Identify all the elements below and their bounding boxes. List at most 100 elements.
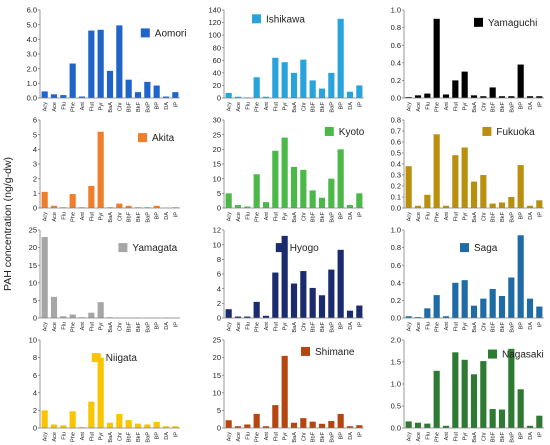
panel-niigata: 0 2 4 6 8 10 Acy Ace Flu Phe Ant Flut Pyr BaA Chr BbF Bk… [29,336,180,443]
y-tick-label: 1.0 [27,79,37,88]
bar-akita-pyr [97,131,104,208]
x-tick-label: BbF [311,321,317,332]
x-tick-label: BaA [292,102,298,113]
bar-fukuoka-bkf [498,202,506,208]
x-tick-label: Ace [236,322,242,332]
bar-niigata-da [162,426,170,428]
bar-niigata-phe [69,411,76,428]
x-tick-label: Flu [245,322,251,330]
y-tick-label: 60 [213,56,221,65]
bar-yamagata-ace [50,296,58,318]
x-tick-label: Flut [273,212,279,222]
x-tick-label: Phe [255,212,261,222]
x-tick-label: IP [537,322,543,328]
x-tick-label: Acy [227,432,233,442]
y-tick-label: 0 [33,314,37,323]
x-tick-label: BbF [127,321,133,332]
x-tick-label: Ace [416,432,422,442]
bar-ishikawa-phe [253,77,260,98]
x-tick-label: BaP [509,432,515,443]
bar-kyoto-flu [244,206,251,208]
x-tick-label: IP [537,432,543,438]
bar-ishikawa-ip [356,85,363,98]
bar-yamaguchi-bap [508,96,515,98]
bar-saga-flu [424,308,431,318]
y-tick-label: 0.2 [391,296,401,305]
x-tick-label: Chr [481,322,487,331]
x-tick-label: DA [528,212,534,220]
legend-label: Niigata [106,353,138,364]
bar-ishikawa-baa [290,72,298,98]
x-tick-label: BP [519,432,525,440]
legend-swatch [252,14,261,24]
x-tick-label: Flu [425,322,431,330]
bar-shimane-baa [290,422,298,428]
x-tick-label: Pyr [99,322,105,331]
x-tick-label: Flu [61,432,67,440]
bar-aomori-ip [172,92,179,98]
x-tick-label: Ant [80,322,86,331]
panel-ishikawa: 0 20 40 60 80 100 120 140 Acy Ace Flu Phe Ant Flut Pyr… [208,6,364,113]
x-tick-label: Ant [80,212,86,221]
x-tick-label: DA [528,432,534,440]
y-tick-label: 2 [33,174,37,183]
x-tick-label: DA [164,432,170,440]
bar-kyoto-flut [272,150,279,208]
x-tick-label: Pyr [99,212,105,221]
legend-swatch [138,133,147,143]
y-tick-label: 140 [208,6,221,15]
y-tick-label: 0.0 [391,94,401,103]
x-tick-label: IP [173,432,179,438]
bar-yamagata-phe [69,314,76,318]
y-tick-label: 120 [208,18,221,27]
y-tick-label: 3.0 [27,50,37,59]
bar-fukuoka-pyr [461,147,468,208]
bar-aomori-da [162,96,170,98]
bar-yamaguchi-acy [405,97,412,98]
x-tick-label: Pyr [99,102,105,111]
x-tick-label: IP [537,212,543,218]
y-tick-label: 0.7 [391,127,401,136]
bar-fukuoka-ip [536,200,543,208]
x-tick-label: BbF [311,101,317,112]
bar-yamaguchi-flut [452,80,459,98]
x-tick-label: BaP [509,212,515,223]
x-tick-label: BbF [127,431,133,442]
x-tick-label: BP [339,212,345,220]
x-tick-label: Flu [61,212,67,220]
x-tick-label: Flu [61,102,67,110]
bar-shimane-bbf [309,421,316,428]
y-tick-label: 0.5 [391,402,401,411]
bar-saga-ace [414,317,422,318]
bar-nagasaki-bkf [498,409,506,428]
bar-niigata-bap [144,424,151,428]
x-tick-label: Chr [481,212,487,221]
x-tick-label: BaA [108,432,114,443]
x-tick-label: Ace [236,432,242,442]
y-tick-label: 4.0 [27,35,37,44]
x-tick-label: BkF [320,431,326,442]
y-tick-label: 10 [213,174,221,183]
bar-kyoto-baa [290,166,298,208]
x-tick-label: Phe [435,432,441,442]
x-tick-label: DA [164,212,170,220]
bar-shimane-chr [300,418,307,428]
bar-yamaguchi-flu [424,93,431,98]
x-tick-label: Ace [52,322,58,332]
y-tick-label: 0 [217,424,221,433]
x-tick-label: Flu [245,432,251,440]
bar-shimane-bp [337,413,344,428]
bar-ishikawa-flut [272,57,279,98]
legend-label: Aomori [155,28,187,39]
bar-shimane-ip [356,425,363,428]
bar-yamaguchi-da [526,96,534,98]
x-tick-label: Ace [236,102,242,112]
y-tick-label: 10 [29,336,37,345]
y-tick-label: 0.2 [391,76,401,85]
bar-yamaguchi-ip [536,96,543,98]
legend-label: Kyoto [339,127,365,138]
bar-fukuoka-bbf [489,203,496,208]
x-tick-label: Flut [453,102,459,112]
x-tick-label: BaA [472,322,478,333]
